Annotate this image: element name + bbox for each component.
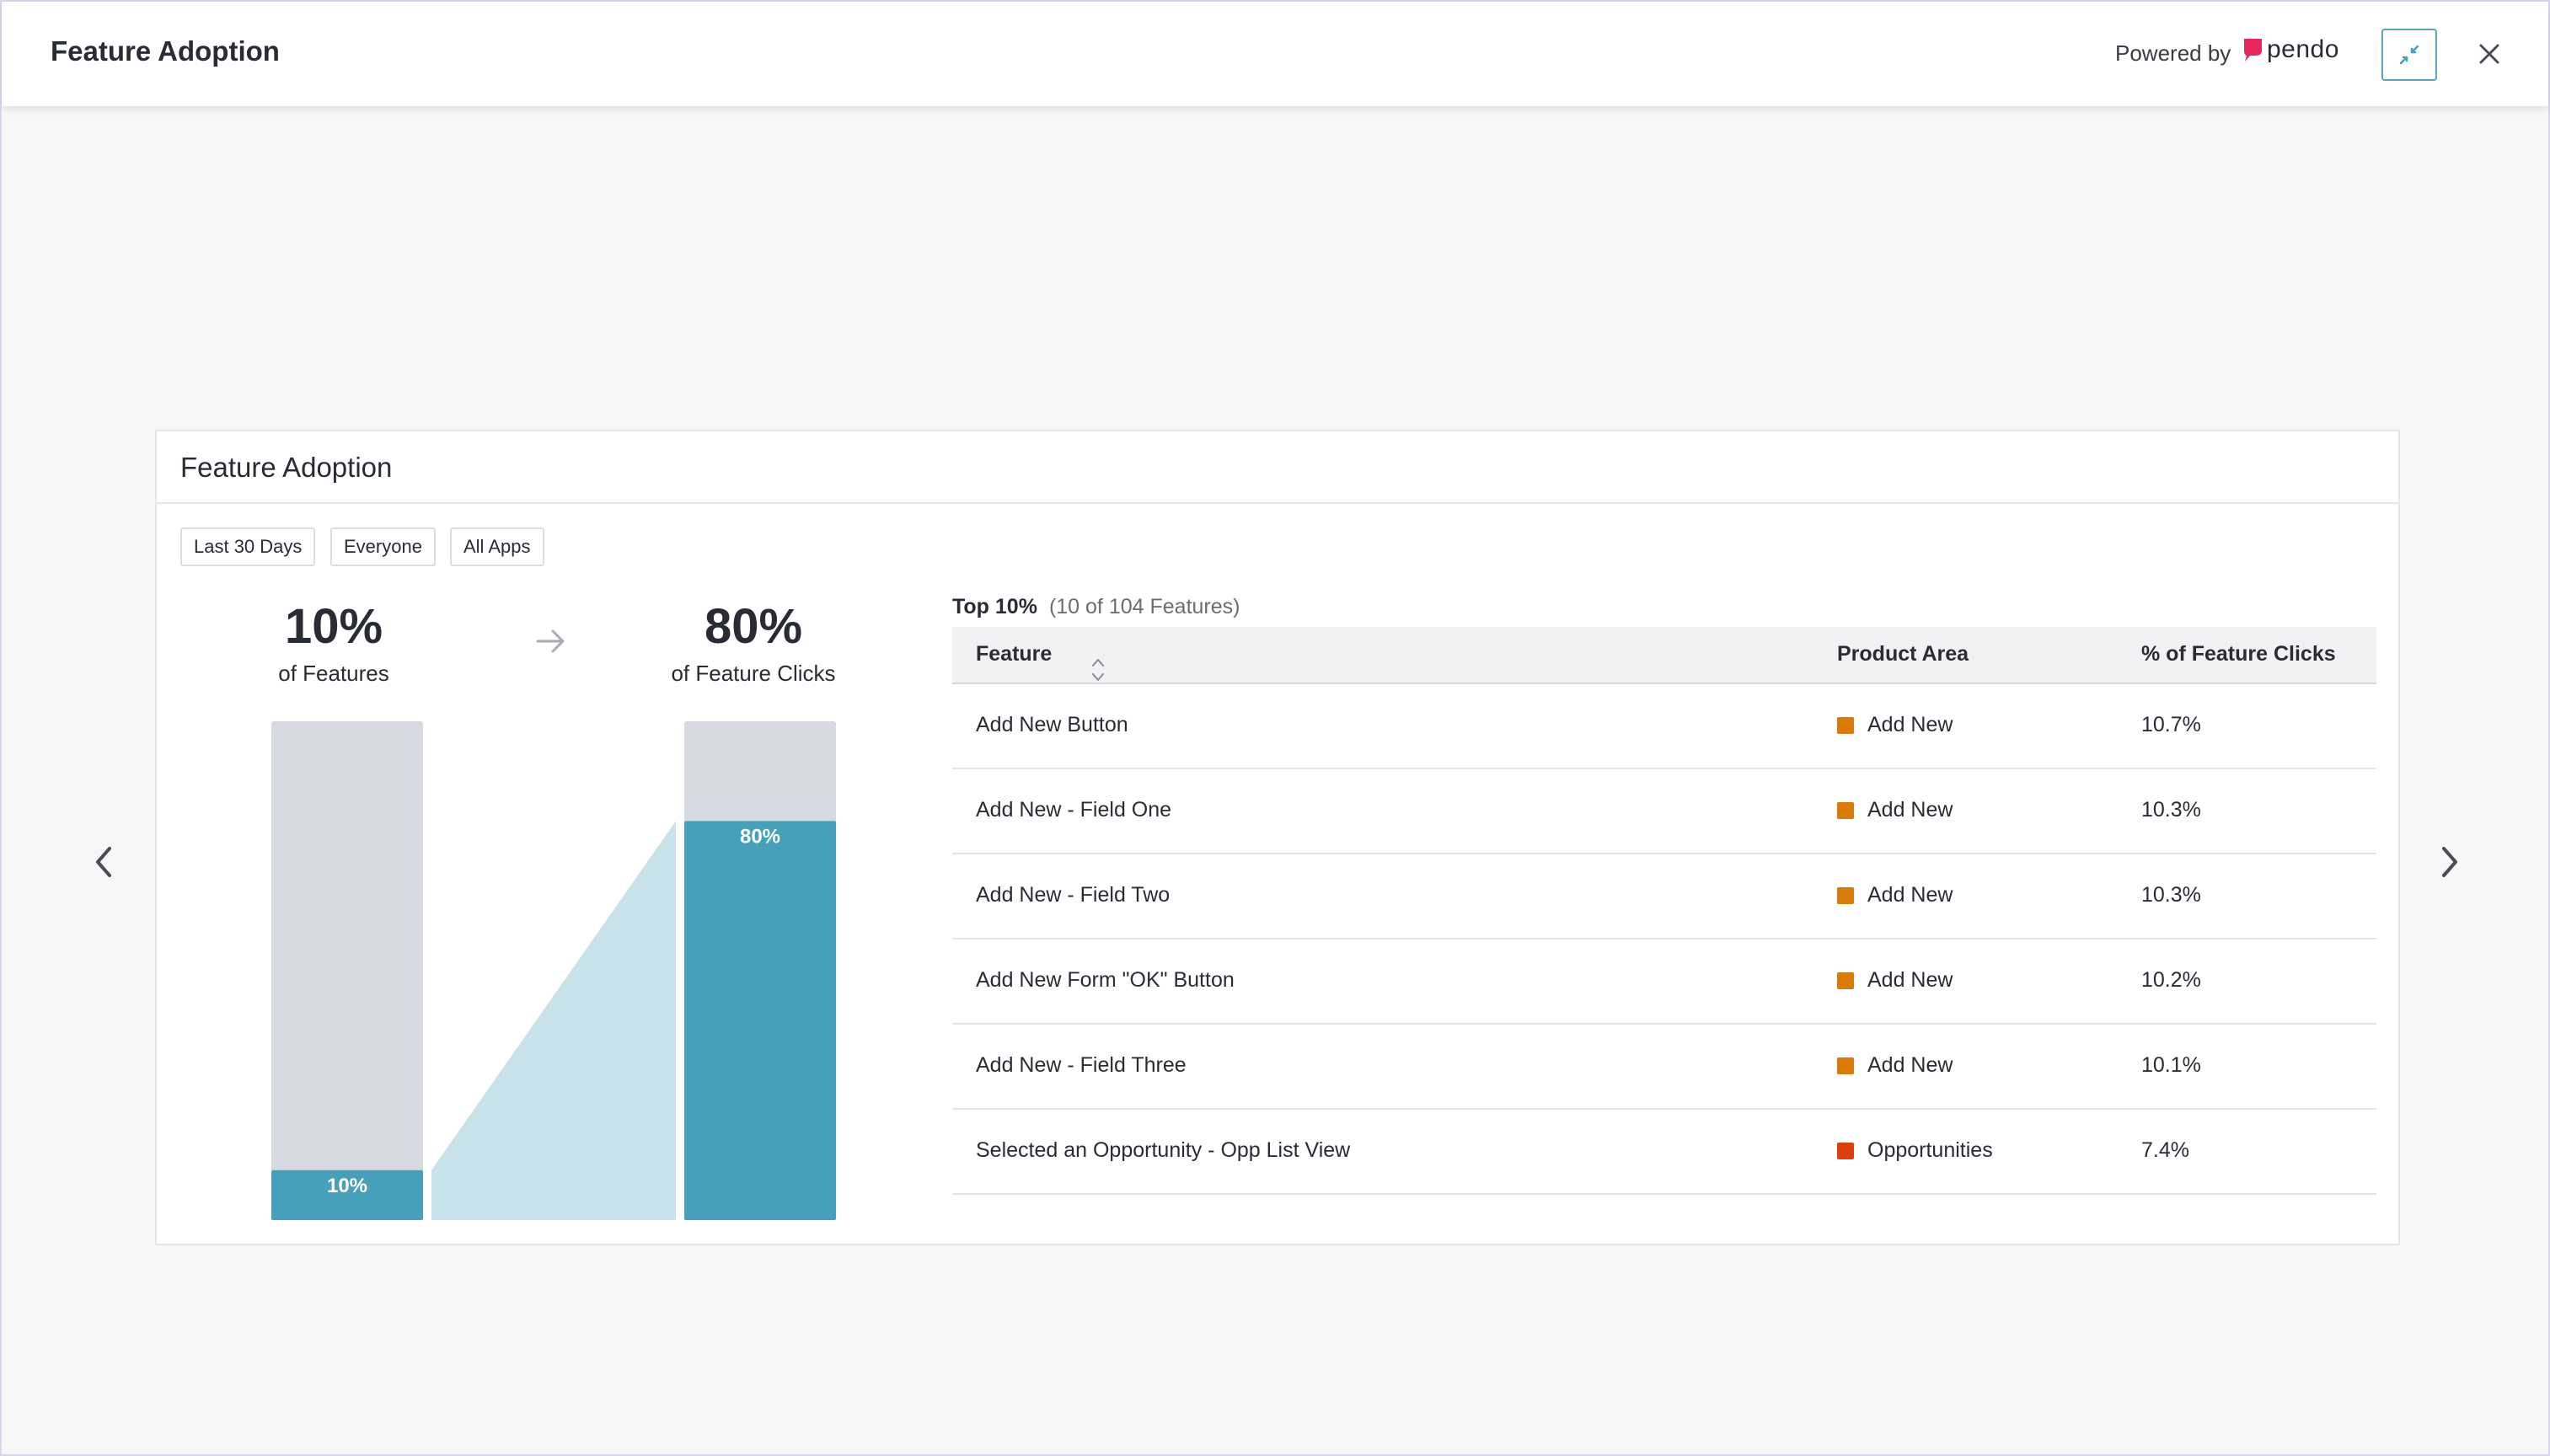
feature-adoption-card: Feature Adoption Last 30 Days Everyone A… bbox=[155, 430, 2400, 1245]
next-button[interactable] bbox=[2429, 841, 2471, 883]
feature-name: Add New - Field One bbox=[976, 798, 1172, 822]
table-row[interactable]: Add New Button Add New 10.7% bbox=[952, 684, 2376, 769]
table-header: Feature Product Area % of Feature Clicks bbox=[952, 627, 2376, 684]
bar-filled bbox=[684, 821, 836, 1220]
feature-name: Add New - Field Two bbox=[976, 883, 1171, 907]
top-bar: Feature Adoption Powered by pendo bbox=[2, 2, 2548, 106]
product-area-label: Opportunities bbox=[1867, 1138, 1993, 1162]
product-area-swatch bbox=[1837, 1057, 1854, 1074]
bar-remainder bbox=[271, 721, 423, 1220]
column-header-product-area: Product Area bbox=[1837, 642, 1969, 666]
column-header-feature[interactable]: Feature bbox=[976, 642, 1104, 681]
pendo-mark-icon bbox=[2244, 39, 2262, 62]
bar-filled bbox=[271, 1170, 423, 1220]
date-range-filter[interactable]: Last 30 Days bbox=[180, 527, 316, 566]
product-area: Add New bbox=[1837, 968, 1953, 993]
bar-label: 10% bbox=[327, 1175, 367, 1197]
app-filter[interactable]: All Apps bbox=[450, 527, 544, 566]
column-header-feature-label: Feature bbox=[976, 642, 1053, 666]
feature-clicks-value: 10.3% bbox=[2141, 798, 2201, 822]
column-header-feature-clicks: % of Feature Clicks bbox=[2141, 642, 2336, 666]
features-label: of Features bbox=[278, 661, 389, 686]
product-area-label: Add New bbox=[1867, 968, 1953, 992]
product-area-swatch bbox=[1837, 972, 1854, 989]
product-area: Add New bbox=[1837, 798, 1953, 822]
product-area-label: Add New bbox=[1867, 883, 1953, 907]
table-row[interactable]: Add New Form "OK" Button Add New 10.2% bbox=[952, 939, 2376, 1025]
feature-clicks-value: 10.7% bbox=[2141, 713, 2201, 736]
previous-button[interactable] bbox=[83, 841, 125, 883]
close-icon bbox=[2479, 44, 2499, 64]
product-area-label: Add New bbox=[1867, 1053, 1953, 1077]
feature-name: Add New - Field Three bbox=[976, 1053, 1187, 1077]
features-table: Feature Product Area % of Feature Clicks… bbox=[952, 627, 2376, 1195]
pendo-wordmark: pendo bbox=[2267, 35, 2339, 63]
product-area-swatch bbox=[1837, 1142, 1854, 1159]
product-area-label: Add New bbox=[1867, 798, 1953, 822]
product-area: Add New bbox=[1837, 1053, 1953, 1078]
page-title: Feature Adoption bbox=[51, 35, 280, 67]
table-row[interactable]: Add New - Field Three Add New 10.1% bbox=[952, 1025, 2376, 1110]
feature-name: Add New Form "OK" Button bbox=[976, 968, 1235, 992]
bar-label: 80% bbox=[740, 826, 780, 848]
table-summary: Top 10% (10 of 104 Features) bbox=[952, 595, 1240, 619]
features-percent: 10% bbox=[284, 599, 383, 654]
segment-filter[interactable]: Everyone bbox=[330, 527, 436, 566]
collapse-button[interactable] bbox=[2381, 29, 2437, 81]
feature-count-label: (10 of 104 Features) bbox=[1048, 595, 1240, 618]
feature-clicks-value: 7.4% bbox=[2141, 1138, 2189, 1162]
clicks-percent: 80% bbox=[704, 599, 803, 654]
feature-clicks-value: 10.2% bbox=[2141, 968, 2201, 992]
close-button[interactable] bbox=[2471, 35, 2508, 72]
top-percent-label: Top 10% bbox=[952, 595, 1037, 618]
collapse-icon bbox=[2399, 45, 2419, 65]
table-row[interactable]: Add New - Field One Add New 10.3% bbox=[952, 769, 2376, 854]
card-title: Feature Adoption bbox=[180, 452, 393, 483]
product-area-swatch bbox=[1837, 886, 1854, 904]
product-area: Add New bbox=[1837, 883, 1953, 907]
table-row[interactable]: Selected an Opportunity - Opp List View … bbox=[952, 1110, 2376, 1195]
chevron-left-icon bbox=[96, 847, 111, 877]
arrow-right-icon bbox=[534, 627, 568, 660]
product-area-swatch bbox=[1837, 716, 1854, 734]
feature-name: Selected an Opportunity - Opp List View bbox=[976, 1138, 1351, 1162]
product-area: Add New bbox=[1837, 713, 1953, 737]
table-row[interactable]: Add New - Field Two Add New 10.3% bbox=[952, 854, 2376, 939]
powered-by-label: Powered by bbox=[2115, 40, 2231, 66]
product-area-swatch bbox=[1837, 801, 1854, 819]
chevron-right-icon bbox=[2442, 847, 2457, 877]
feature-clicks-value: 10.1% bbox=[2141, 1053, 2201, 1077]
product-area: Opportunities bbox=[1837, 1138, 1993, 1163]
bar-connector bbox=[431, 821, 676, 1220]
clicks-label: of Feature Clicks bbox=[671, 661, 836, 686]
sort-icon bbox=[1092, 659, 1104, 681]
feature-clicks-value: 10.3% bbox=[2141, 883, 2201, 907]
adoption-bar-chart: 10% 80% bbox=[271, 721, 836, 1220]
feature-name: Add New Button bbox=[976, 713, 1128, 736]
product-area-label: Add New bbox=[1867, 713, 1953, 736]
card-header: Feature Adoption bbox=[157, 431, 2398, 504]
pendo-logo: pendo bbox=[2242, 35, 2339, 64]
